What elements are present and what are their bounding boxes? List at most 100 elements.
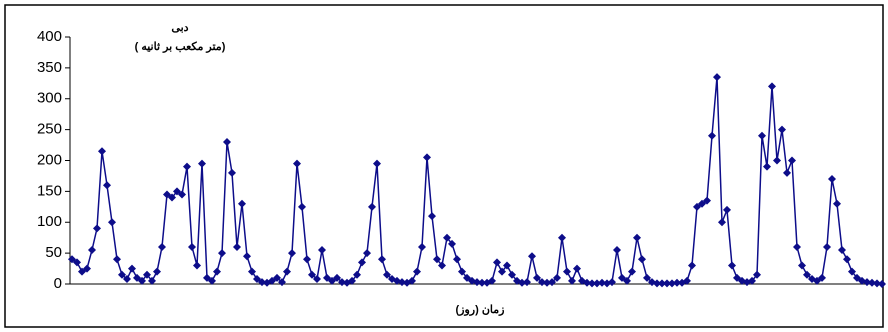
point-marker	[543, 278, 551, 287]
point-marker	[698, 199, 706, 208]
point-marker	[493, 258, 501, 267]
point-marker	[453, 255, 461, 264]
point-marker	[193, 261, 201, 270]
point-marker	[248, 267, 256, 276]
point-marker	[228, 168, 236, 177]
point-marker	[598, 278, 606, 287]
y-tick-label: 100	[37, 213, 62, 230]
point-marker	[638, 255, 646, 264]
point-marker	[498, 267, 506, 276]
chart-border	[4, 4, 884, 328]
point-marker	[138, 276, 146, 285]
point-marker	[128, 264, 136, 273]
point-marker	[213, 267, 221, 276]
point-marker	[583, 278, 591, 287]
point-marker	[423, 153, 431, 162]
point-marker	[838, 246, 846, 255]
point-marker	[183, 162, 191, 171]
point-marker	[653, 279, 661, 288]
point-marker	[793, 242, 801, 251]
point-marker	[363, 249, 371, 258]
point-marker	[548, 278, 556, 287]
point-marker	[68, 255, 76, 264]
point-marker	[73, 258, 81, 267]
point-marker	[863, 278, 871, 287]
point-marker	[438, 261, 446, 270]
point-marker	[843, 255, 851, 264]
point-marker	[448, 239, 456, 248]
point-marker	[568, 276, 576, 285]
point-marker	[208, 276, 216, 285]
point-marker	[268, 276, 276, 285]
y-tick-label: 350	[37, 59, 62, 76]
point-marker	[708, 131, 716, 140]
point-marker	[273, 273, 281, 282]
point-marker	[148, 276, 156, 285]
point-marker	[618, 273, 626, 282]
point-marker	[408, 276, 416, 285]
point-marker	[508, 270, 516, 279]
point-marker	[163, 190, 171, 199]
point-marker	[203, 273, 211, 282]
x-axis-label: زمان (روز)	[456, 304, 505, 316]
point-marker	[813, 276, 821, 285]
point-marker	[168, 193, 176, 202]
point-marker	[188, 242, 196, 251]
point-marker	[323, 273, 331, 282]
point-marker	[758, 131, 766, 140]
point-marker	[488, 276, 496, 285]
point-marker	[353, 270, 361, 279]
point-marker	[613, 246, 621, 255]
point-marker	[728, 261, 736, 270]
point-marker	[98, 147, 106, 156]
point-marker	[853, 273, 861, 282]
point-marker	[753, 270, 761, 279]
point-marker	[868, 278, 876, 287]
point-marker	[768, 82, 776, 91]
point-marker	[348, 276, 356, 285]
point-marker	[798, 261, 806, 270]
point-marker	[588, 279, 596, 288]
point-marker	[558, 233, 566, 242]
point-marker	[713, 73, 721, 82]
point-marker	[573, 264, 581, 273]
point-marker	[113, 255, 121, 264]
point-marker	[778, 125, 786, 134]
point-marker	[658, 279, 666, 288]
point-marker	[118, 270, 126, 279]
point-marker	[93, 224, 101, 233]
point-marker	[333, 273, 341, 282]
point-marker	[253, 275, 261, 284]
point-marker	[108, 218, 116, 227]
point-marker	[373, 159, 381, 168]
point-marker	[723, 205, 731, 214]
point-marker	[143, 270, 151, 279]
point-marker	[803, 270, 811, 279]
y-tick-label: 150	[37, 182, 62, 199]
point-marker	[673, 278, 681, 287]
point-marker	[478, 278, 486, 287]
chart-title: دبی	[171, 22, 188, 34]
point-marker	[358, 258, 366, 267]
point-marker	[368, 202, 376, 211]
point-marker	[823, 242, 831, 251]
y-tick-label: 50	[45, 244, 62, 261]
point-marker	[218, 249, 226, 258]
point-marker	[748, 276, 756, 285]
point-marker	[308, 270, 316, 279]
y-tick-label: 0	[54, 275, 62, 292]
point-marker	[338, 278, 346, 287]
y-tick-label: 300	[37, 90, 62, 107]
point-marker	[223, 137, 231, 146]
point-marker	[533, 273, 541, 282]
point-marker	[633, 233, 641, 242]
point-marker	[873, 279, 881, 288]
point-marker	[718, 218, 726, 227]
point-marker	[773, 156, 781, 165]
point-marker	[563, 267, 571, 276]
point-marker	[133, 273, 141, 282]
point-marker	[503, 261, 511, 270]
point-marker	[158, 242, 166, 251]
